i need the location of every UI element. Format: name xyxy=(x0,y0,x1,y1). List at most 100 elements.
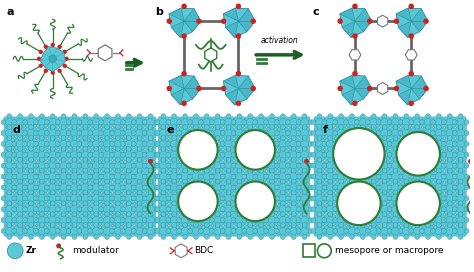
Circle shape xyxy=(120,182,123,186)
Circle shape xyxy=(252,149,256,153)
Circle shape xyxy=(349,179,355,184)
Circle shape xyxy=(220,141,225,146)
Circle shape xyxy=(7,146,12,151)
Circle shape xyxy=(94,157,99,162)
Circle shape xyxy=(412,171,415,175)
Circle shape xyxy=(58,222,62,225)
Circle shape xyxy=(447,168,452,173)
Circle shape xyxy=(212,225,216,229)
Circle shape xyxy=(131,193,134,196)
Circle shape xyxy=(292,190,296,195)
Circle shape xyxy=(263,138,266,142)
Circle shape xyxy=(299,204,303,207)
Circle shape xyxy=(415,157,419,162)
Circle shape xyxy=(321,135,328,142)
Bar xyxy=(9,122,151,234)
Circle shape xyxy=(178,228,182,233)
Circle shape xyxy=(36,168,40,171)
Circle shape xyxy=(167,174,172,179)
Circle shape xyxy=(266,211,270,215)
Circle shape xyxy=(98,204,102,207)
Circle shape xyxy=(458,191,463,196)
Polygon shape xyxy=(342,21,355,38)
Circle shape xyxy=(349,212,355,217)
Circle shape xyxy=(219,168,227,175)
Circle shape xyxy=(37,172,46,181)
Polygon shape xyxy=(411,76,428,88)
Circle shape xyxy=(50,180,55,185)
Circle shape xyxy=(452,157,455,160)
Circle shape xyxy=(27,194,36,203)
Circle shape xyxy=(424,118,432,126)
Circle shape xyxy=(101,222,105,225)
Circle shape xyxy=(142,207,147,212)
Circle shape xyxy=(177,131,182,135)
Circle shape xyxy=(386,146,393,153)
Circle shape xyxy=(188,228,192,233)
Circle shape xyxy=(35,218,39,222)
Circle shape xyxy=(123,193,127,196)
Circle shape xyxy=(101,160,105,164)
Circle shape xyxy=(158,215,162,218)
Circle shape xyxy=(50,114,55,119)
Circle shape xyxy=(5,183,14,192)
Circle shape xyxy=(300,205,309,214)
Circle shape xyxy=(67,152,72,157)
Circle shape xyxy=(397,222,401,225)
Circle shape xyxy=(354,160,357,164)
Circle shape xyxy=(28,146,34,151)
Circle shape xyxy=(22,189,26,193)
Circle shape xyxy=(358,172,367,181)
Circle shape xyxy=(158,182,162,186)
Circle shape xyxy=(288,182,292,186)
Circle shape xyxy=(300,216,309,225)
Circle shape xyxy=(230,182,234,186)
Circle shape xyxy=(124,194,133,203)
Circle shape xyxy=(360,213,365,218)
Circle shape xyxy=(296,228,301,233)
Circle shape xyxy=(44,124,51,131)
Circle shape xyxy=(63,50,67,54)
Circle shape xyxy=(209,117,212,120)
Circle shape xyxy=(332,193,336,196)
Circle shape xyxy=(101,124,105,128)
Circle shape xyxy=(72,126,77,131)
Circle shape xyxy=(368,222,372,225)
Circle shape xyxy=(120,185,125,190)
Circle shape xyxy=(267,183,276,192)
Circle shape xyxy=(55,218,60,222)
Circle shape xyxy=(277,168,281,171)
Circle shape xyxy=(325,157,328,160)
Circle shape xyxy=(36,222,40,225)
Circle shape xyxy=(388,152,393,157)
Circle shape xyxy=(368,160,372,164)
Polygon shape xyxy=(340,75,372,105)
Circle shape xyxy=(379,149,383,153)
Circle shape xyxy=(285,149,288,153)
Circle shape xyxy=(288,215,292,218)
Circle shape xyxy=(412,135,415,138)
Circle shape xyxy=(142,124,145,128)
Circle shape xyxy=(234,193,237,196)
Circle shape xyxy=(386,200,390,204)
Circle shape xyxy=(277,233,281,237)
Circle shape xyxy=(81,172,90,181)
Circle shape xyxy=(44,171,47,175)
Circle shape xyxy=(337,172,346,181)
Circle shape xyxy=(191,225,194,229)
Circle shape xyxy=(80,117,83,120)
Circle shape xyxy=(209,157,212,160)
Circle shape xyxy=(47,135,51,138)
Circle shape xyxy=(343,204,346,207)
Circle shape xyxy=(177,207,182,212)
Circle shape xyxy=(44,193,47,196)
Circle shape xyxy=(413,227,421,236)
Circle shape xyxy=(458,168,463,173)
Circle shape xyxy=(281,224,285,228)
Circle shape xyxy=(83,179,88,184)
Circle shape xyxy=(187,178,194,186)
Circle shape xyxy=(245,135,248,138)
Circle shape xyxy=(57,69,62,73)
Circle shape xyxy=(419,233,423,237)
Circle shape xyxy=(94,114,99,119)
